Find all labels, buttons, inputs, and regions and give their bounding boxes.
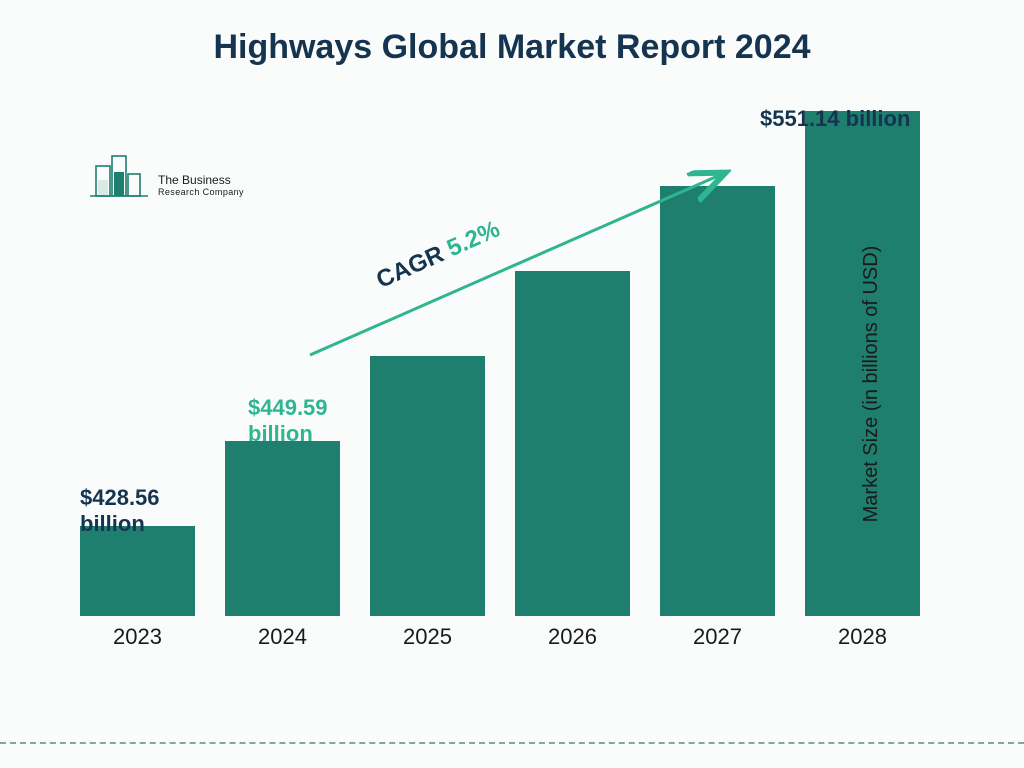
bar	[225, 441, 340, 616]
cagr-arrow	[300, 165, 740, 365]
chart-title: Highways Global Market Report 2024	[0, 28, 1024, 67]
bar-column: 2023	[80, 526, 195, 650]
x-axis-label: 2025	[403, 624, 452, 650]
bar	[370, 356, 485, 616]
x-axis-label: 2027	[693, 624, 742, 650]
value-callout: $449.59billion	[248, 395, 328, 448]
bar-column: 2025	[370, 356, 485, 650]
bar	[80, 526, 195, 616]
bar-column: 2024	[225, 441, 340, 650]
x-axis-label: 2028	[838, 624, 887, 650]
x-axis-label: 2023	[113, 624, 162, 650]
value-callout: $551.14 billion	[760, 106, 910, 132]
x-axis-label: 2026	[548, 624, 597, 650]
value-callout: $428.56billion	[80, 485, 160, 538]
x-axis-label: 2024	[258, 624, 307, 650]
y-axis-label: Market Size (in billions of USD)	[860, 246, 883, 523]
bottom-dashed-line	[0, 742, 1024, 744]
